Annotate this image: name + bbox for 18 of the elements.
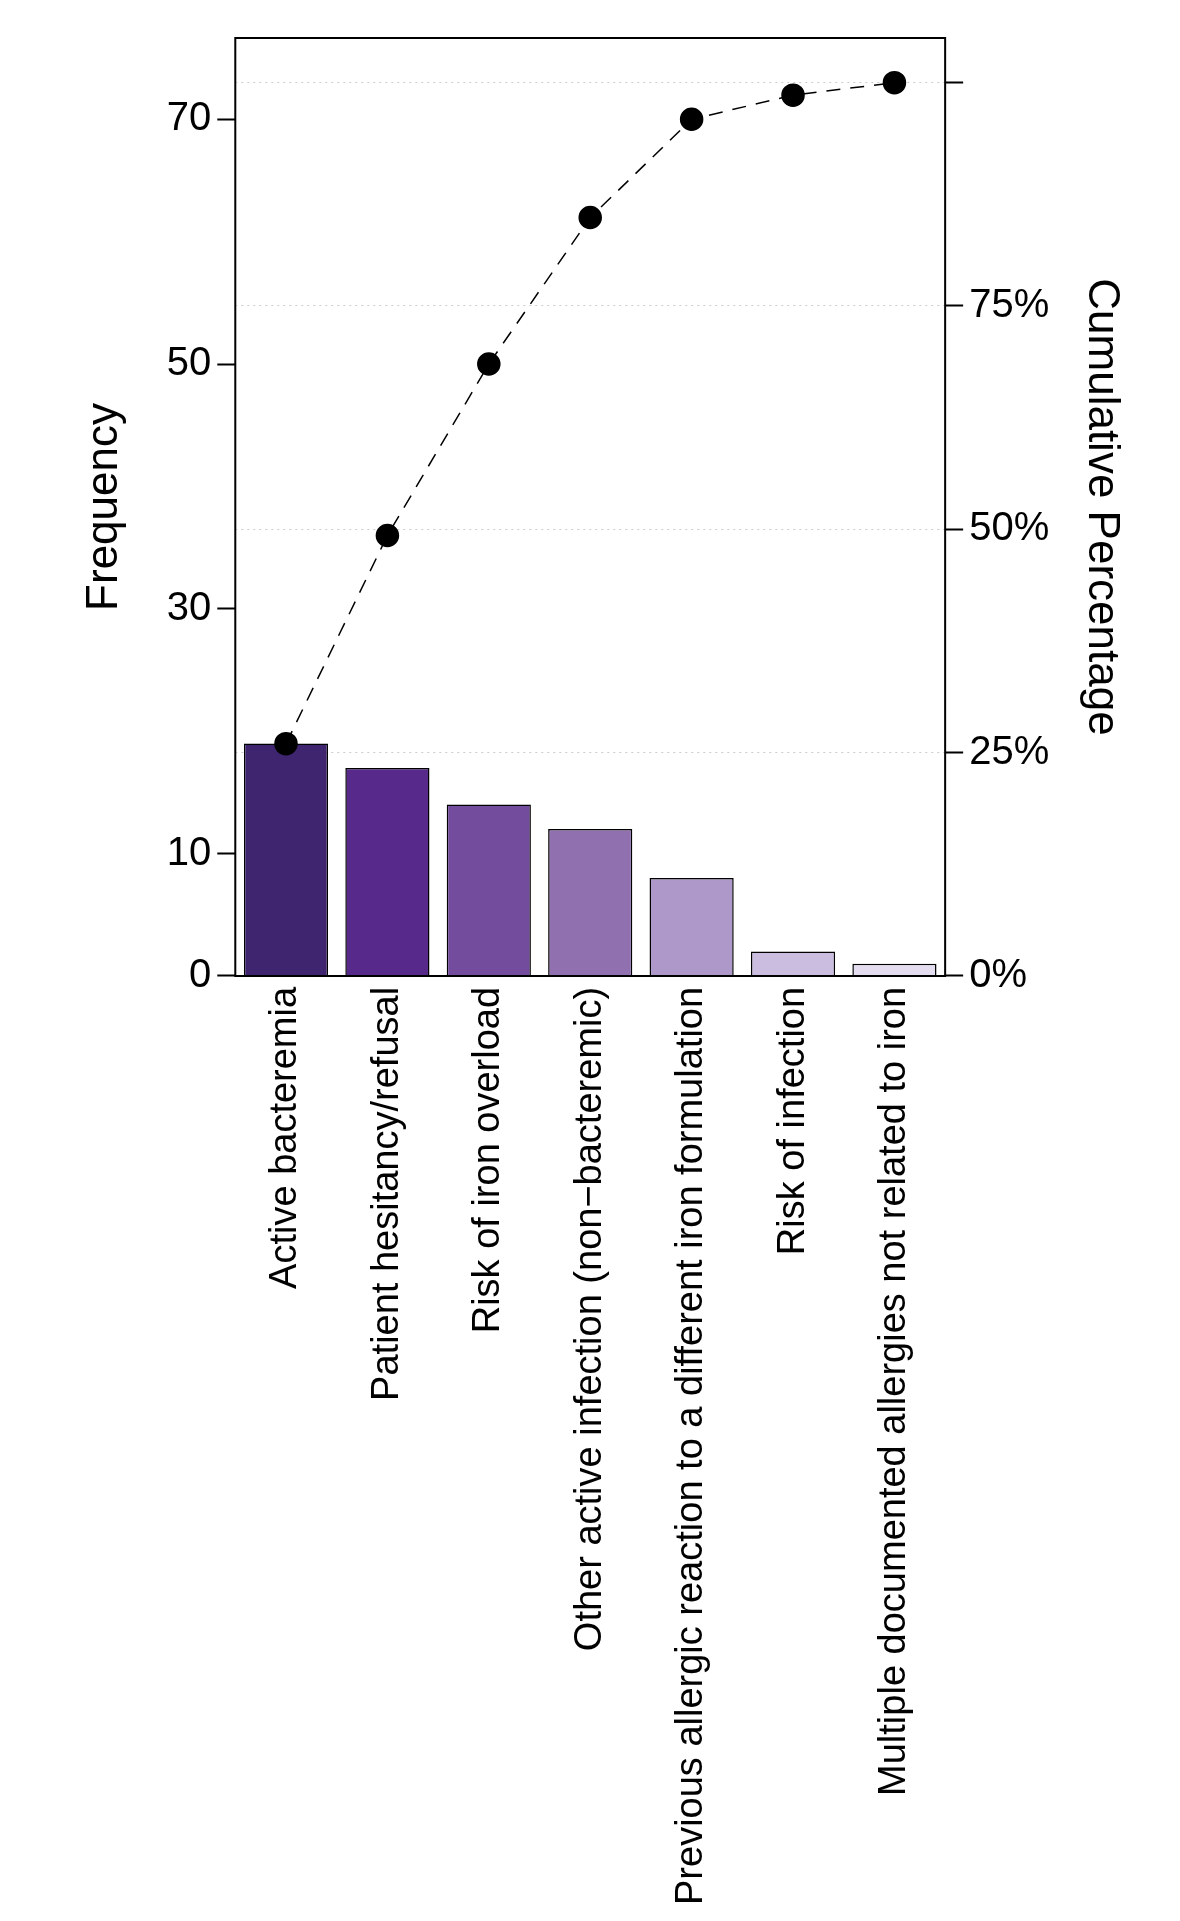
- y2-axis-title: Cumulative Percentage: [1080, 278, 1130, 736]
- y2-tick-label: 75%: [969, 281, 1050, 325]
- y2-tick-label: 25%: [969, 727, 1050, 772]
- x-tick-label: Previous allergic reaction to a different iron formulation: [668, 986, 711, 1905]
- x-tick-label: Multiple documented allergies not related to iron: [870, 986, 913, 1796]
- y-tick-label: 30: [166, 583, 212, 628]
- y-tick-label: 10: [166, 828, 212, 873]
- y-tick-label: 0: [189, 950, 212, 995]
- x-tick-label: Patient hesitancy/refusal: [363, 986, 406, 1401]
- y-axis-title: Frequency: [76, 403, 126, 611]
- y2-tick-label: 0%: [969, 950, 1027, 995]
- x-tick-label: Risk of infection: [769, 986, 812, 1256]
- x-tick-label: Other active infection (non−bacteremic): [566, 986, 609, 1652]
- y-tick-label: 70: [166, 94, 212, 139]
- y2-tick-label: 50%: [969, 504, 1050, 549]
- x-tick-label: Active bacteremia: [262, 986, 305, 1289]
- y-tick-label: 50: [166, 339, 212, 384]
- x-tick-label: Risk of iron overload: [465, 986, 508, 1334]
